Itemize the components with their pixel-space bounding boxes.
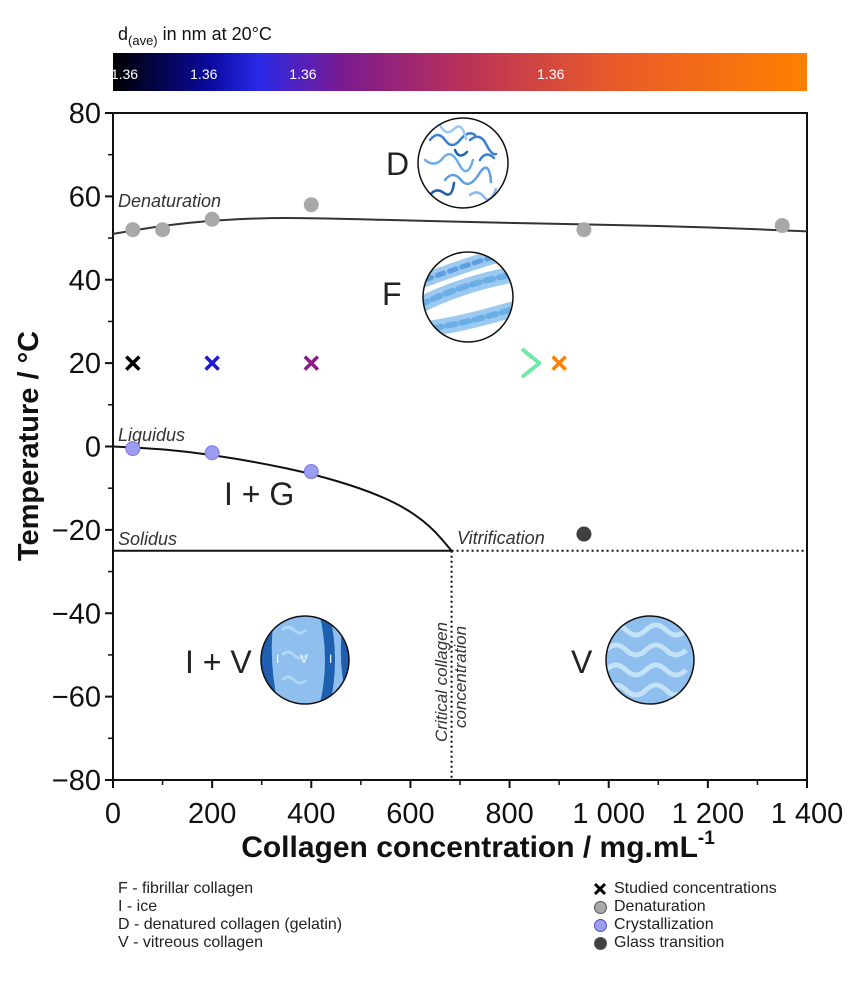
legend-abbr-item: V - vitreous collagen	[118, 934, 263, 951]
studied-concentration-marker	[303, 355, 320, 371]
dark-dot-icon	[592, 934, 608, 952]
x-axis-title: Collagen concentration / mg.mL-1	[241, 828, 715, 864]
critical-label-line2: concentration	[451, 626, 470, 728]
marker-legend: Studied concentrations Denaturation Crys…	[592, 880, 777, 952]
x-tick-label: 0	[105, 798, 121, 830]
axes: 0 200 400 600 800 1 000 1 200 1 400806040200−20…	[52, 98, 843, 830]
y-axis-title: Temperature / °C	[13, 331, 45, 561]
legend-label: Studied concentrations	[614, 880, 777, 897]
legend-item-glass-transition: Glass transition	[592, 934, 777, 952]
studied-concentration-marker	[551, 355, 567, 371]
colorbar-tick-label: 1.36	[537, 66, 564, 82]
data-point-denaturation	[155, 222, 171, 238]
data-point-crystallization	[125, 441, 141, 457]
data-point-glass-transition	[576, 526, 592, 542]
studied-concentration-marker	[125, 355, 141, 371]
cross-icon	[592, 880, 608, 898]
legend-label: Glass transition	[614, 934, 725, 951]
blue-dot-icon	[592, 916, 608, 934]
x-tick-label: 400	[287, 798, 335, 830]
x-tick-label: 1 000	[572, 798, 645, 830]
phase-label-iv: I + V	[185, 644, 252, 680]
colorbar-tick-label: 1.36	[289, 66, 316, 82]
legend-item-denaturation: Denaturation	[592, 898, 777, 916]
critical-label-line1: Critical collagen	[432, 622, 451, 742]
phase-label-v: V	[571, 644, 593, 680]
y-tick-label: 60	[69, 181, 101, 213]
y-tick-label: 0	[85, 432, 101, 464]
data-point-crystallization	[204, 445, 220, 461]
inset-denatured-icon	[417, 117, 509, 209]
colorbar-tick-label: 1.36	[111, 66, 138, 82]
inset-vitreous-icon	[605, 615, 695, 705]
legend-label: Denaturation	[614, 898, 706, 915]
y-tick-label: 20	[69, 348, 101, 380]
y-tick-label: −80	[52, 765, 101, 797]
legend-abbr-item: I - ice	[118, 898, 158, 915]
data-point-denaturation	[576, 222, 592, 238]
y-tick-label: −60	[52, 682, 101, 714]
studied-concentration-marker	[204, 355, 220, 371]
legend-item-crystallization: Crystallization	[592, 916, 777, 934]
inset-ice-right-label: I	[329, 652, 332, 666]
studied-range-arrow	[132, 348, 542, 379]
inset-ice-left-label: I	[276, 652, 279, 666]
y-tick-label: −20	[52, 515, 101, 547]
legend-abbr-item: D - denatured collagen (gelatin)	[118, 916, 343, 933]
data-point-denaturation	[303, 197, 319, 213]
vitrification-label: Vitrification	[457, 528, 545, 548]
x-tick-label: 200	[188, 798, 236, 830]
legend-abbr-item: F - fibrillar collagen	[118, 880, 254, 897]
denaturation-curve	[112, 217, 808, 235]
colorbar	[113, 53, 807, 91]
colorbar-title: d(ave) in nm at 20°C	[118, 24, 272, 48]
x-tick-label: 800	[485, 798, 533, 830]
legend-item-studied: Studied concentrations	[592, 880, 777, 898]
phase-label-ig: I + G	[224, 476, 294, 512]
denaturation-label: Denaturation	[118, 191, 221, 211]
inset-ice-vitreous-icon: I V I	[260, 615, 350, 705]
x-tick-label: 1 400	[771, 798, 844, 830]
liquidus-label: Liquidus	[118, 425, 185, 445]
phase-abbreviation-legend: F - fibrillar collagen I - ice D - denat…	[118, 880, 342, 952]
phase-label-f: F	[382, 276, 402, 312]
y-tick-label: 80	[69, 98, 101, 130]
colorbar-tick-label: 1.36	[190, 66, 217, 82]
inset-fibrillar-icon	[422, 251, 514, 343]
x-tick-label: 600	[386, 798, 434, 830]
inset-vitreous-label: V	[300, 652, 308, 666]
data-point-crystallization	[303, 464, 319, 480]
legend-label: Crystallization	[614, 916, 714, 933]
data-point-denaturation	[125, 222, 141, 238]
x-tick-label: 1 200	[672, 798, 745, 830]
y-tick-label: −40	[52, 598, 101, 630]
y-tick-label: 40	[69, 265, 101, 297]
solidus-label: Solidus	[118, 529, 177, 549]
data-marks	[125, 197, 790, 542]
data-point-denaturation	[204, 211, 220, 227]
phase-label-d: D	[386, 146, 409, 182]
gray-dot-icon	[592, 898, 608, 916]
colorbar-ticks: 1.36 1.36 1.36 1.36	[111, 66, 565, 82]
data-point-denaturation	[774, 218, 790, 234]
